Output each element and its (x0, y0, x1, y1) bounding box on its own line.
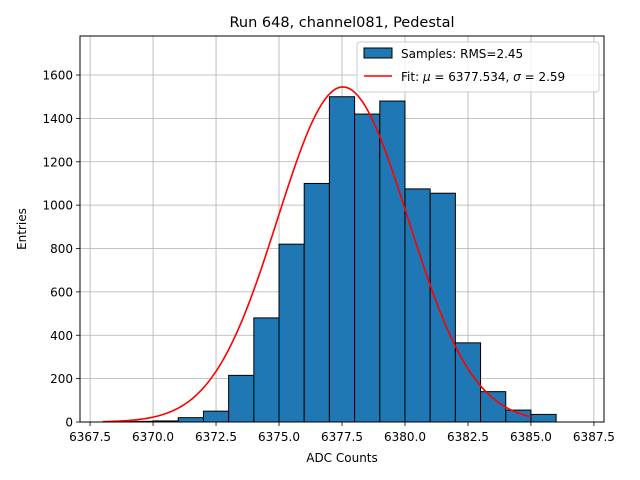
histogram-bar (177, 417, 204, 423)
x-tick-label: 6375.0 (258, 430, 300, 444)
legend: Samples: RMS=2.45 Fit: μ = 6377.534, σ =… (356, 41, 600, 93)
histogram-bar (530, 413, 557, 423)
x-tick-label: 6385.0 (510, 430, 552, 444)
legend-hist-swatch (363, 47, 393, 59)
x-tick-label: 6380.0 (384, 430, 426, 444)
histogram-bar (303, 182, 330, 423)
y-tick-label: 1000 (42, 199, 73, 213)
fit-curve (102, 86, 532, 423)
histogram-bars (127, 96, 557, 423)
y-tick-label: 600 (50, 285, 73, 299)
histogram-bar (379, 100, 406, 423)
legend-fit-sigma-value: = 2.59 (521, 70, 565, 84)
histogram-bar (202, 410, 230, 423)
legend-box (356, 41, 600, 93)
y-tick-label: 200 (50, 372, 73, 386)
x-tick-label: 6367.5 (69, 430, 111, 444)
x-tick-label: 6382.5 (447, 430, 489, 444)
y-tick-label: 0 (65, 416, 73, 430)
legend-hist-label: Samples: RMS=2.45 (401, 47, 523, 61)
histogram-bar (404, 188, 431, 423)
legend-fit-prefix: Fit: (401, 70, 423, 84)
histogram-bar (253, 317, 280, 423)
y-axis-ticks: 0 200 400 600 800 1000 1200 1400 1600 (42, 69, 80, 430)
histogram-bar (278, 243, 305, 423)
chart-title: Run 648, channel081, Pedestal (229, 15, 454, 31)
y-tick-label: 1600 (42, 69, 73, 83)
histogram-bar (228, 374, 255, 423)
y-tick-label: 1200 (42, 155, 73, 169)
legend-fit-sigma: σ (513, 70, 521, 84)
histogram-bar (328, 96, 356, 423)
histogram-bar (480, 391, 507, 423)
x-axis-label: ADC Counts (306, 451, 378, 465)
y-tick-label: 400 (50, 329, 73, 343)
x-tick-label: 6372.5 (195, 430, 237, 444)
x-axis-ticks: 6367.5 6370.0 6372.5 6375.0 6377.5 6380.0 6382… (69, 422, 615, 444)
legend-fit-mu-value: = 6377.534, (431, 70, 514, 84)
histogram-bar (454, 342, 482, 423)
legend-fit-label: Fit: μ = 6377.534, σ = 2.59 (401, 70, 565, 84)
y-tick-label: 800 (50, 242, 73, 256)
x-tick-label: 6387.5 (573, 430, 615, 444)
y-axis-label: Entries (15, 208, 29, 250)
x-tick-label: 6377.5 (321, 430, 363, 444)
histogram-bar (354, 113, 381, 423)
histogram-bar (429, 192, 456, 423)
x-tick-label: 6370.0 (132, 430, 174, 444)
y-tick-label: 1400 (42, 112, 73, 126)
legend-fit-mu: μ (422, 70, 431, 84)
